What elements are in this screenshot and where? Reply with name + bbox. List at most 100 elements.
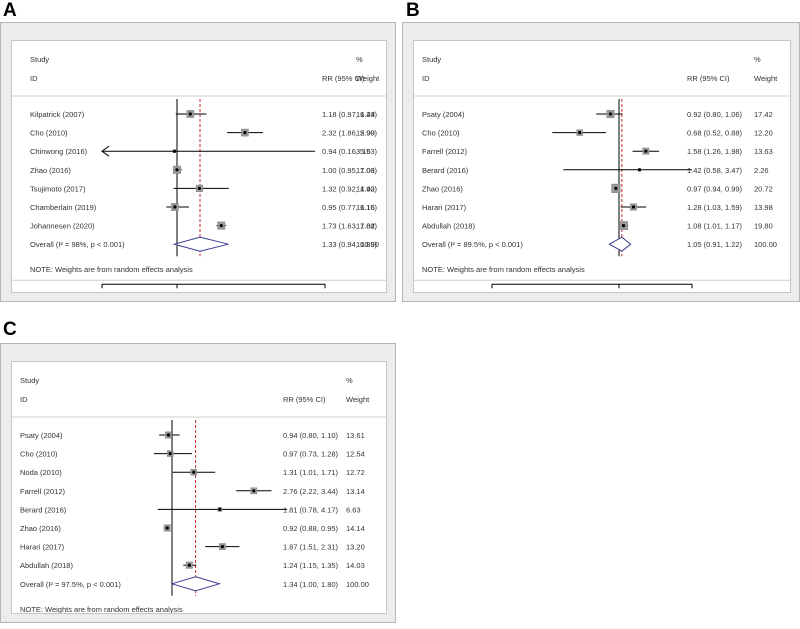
study-weight: 13.98 <box>754 203 773 212</box>
study-label: Tsujimoto (2017) <box>30 184 86 193</box>
study-weight: 13.14 <box>346 487 365 496</box>
note-text: NOTE: Weights are from random effects an… <box>422 265 585 274</box>
study-weight: 19.80 <box>754 222 773 231</box>
study-label: Zhao (2016) <box>20 524 61 533</box>
study-weight: 12.54 <box>346 450 365 459</box>
x-tick-label: 1 <box>175 291 179 292</box>
overall-ci: 1.33 (0.94, 1.89) <box>322 240 378 249</box>
study-ci: 1.87 (1.51, 2.31) <box>283 543 339 552</box>
study-ci: 1.00 (0.95, 1.06) <box>322 166 378 175</box>
x-tick-label: .16 <box>97 291 107 292</box>
point-estimate <box>243 131 247 135</box>
study-label: Berard (2016) <box>20 505 67 514</box>
study-ci: 0.92 (0.88, 0.95) <box>283 524 339 533</box>
forest-panel-b: Study ID RR (95% CI)% Weight Psaty (2004) 0.9… <box>402 22 800 302</box>
study-ci: 1.24 (1.15, 1.35) <box>283 561 339 570</box>
header-id: ID <box>422 74 430 83</box>
point-estimate <box>192 470 196 474</box>
study-ci: 0.94 (0.16, 5.53) <box>322 147 378 156</box>
study-label: Cho (2010) <box>20 450 58 459</box>
point-estimate <box>614 186 618 190</box>
study-weight: 17.03 <box>356 166 375 175</box>
study-ci: 1.31 (1.01, 1.71) <box>283 468 339 477</box>
forest-plot-a: Study ID RR (95% CI)% Weight Kilpatrick (200… <box>12 55 386 292</box>
x-tick-label: 3.47 <box>685 291 700 292</box>
overall-diamond <box>172 236 229 252</box>
study-ci: 1.81 (0.78, 4.17) <box>283 505 339 514</box>
study-weight: 13.63 <box>754 147 773 156</box>
overall-label: Overall (I² = 97.5%, p < 0.001) <box>20 580 121 589</box>
header-weight: Weight <box>754 74 778 83</box>
overall-label: Overall (I² = 98%, p < 0.001) <box>30 240 125 249</box>
header-percent: % <box>754 55 761 64</box>
point-estimate <box>608 112 613 116</box>
study-ci: 1.73 (1.63, 1.84) <box>322 222 378 231</box>
study-ci: 2.76 (2.22, 3.44) <box>283 487 339 496</box>
forest-panel-a: Study ID RR (95% CI)% Weight Kilpatrick (200… <box>0 22 396 302</box>
overall-ci: 1.05 (0.91, 1.22) <box>687 240 743 249</box>
study-label: Abdullah (2018) <box>20 561 73 570</box>
study-ci: 1.42 (0.58, 3.47) <box>687 166 743 175</box>
study-label: Chamberlain (2019) <box>30 203 97 212</box>
header-weight: Weight <box>356 74 380 83</box>
study-ci: 1.58 (1.26, 1.98) <box>687 147 743 156</box>
study-label: Abdullah (2018) <box>422 222 475 231</box>
point-estimate <box>168 452 172 456</box>
study-weight: 14.14 <box>346 524 365 533</box>
study-label: Harari (2017) <box>422 203 467 212</box>
study-ci: 0.94 (0.80, 1.10) <box>283 431 339 440</box>
study-label: Psaty (2004) <box>422 110 465 119</box>
panel-letter: C <box>3 319 17 340</box>
study-label: Psaty (2004) <box>20 431 63 440</box>
study-label: Cho (2010) <box>422 129 460 138</box>
header-study: Study <box>30 55 49 64</box>
study-ci: 0.95 (0.77, 1.16) <box>322 203 378 212</box>
point-estimate <box>578 131 582 135</box>
study-label: Zhao (2016) <box>422 184 463 193</box>
study-weight: 6.63 <box>346 505 361 514</box>
panel-letter: B <box>406 0 420 21</box>
study-label: Kilpatrick (2007) <box>30 110 85 119</box>
header-study: Study <box>20 376 39 385</box>
overall-diamond <box>608 236 632 252</box>
header-id: ID <box>30 74 38 83</box>
header-id: ID <box>20 395 28 404</box>
study-ci: 1.28 (1.03, 1.59) <box>687 203 743 212</box>
point-estimate <box>175 168 179 172</box>
study-label: Cho (2010) <box>30 129 68 138</box>
study-label: Farrell (2012) <box>20 487 66 496</box>
study-ci: 0.68 (0.52, 0.88) <box>687 129 743 138</box>
overall-label: Overall (I² = 89.5%, p < 0.001) <box>422 240 523 249</box>
point-estimate <box>165 526 169 530</box>
point-estimate <box>621 224 626 228</box>
x-tick-label: 1 <box>617 291 621 292</box>
forest-panel-c: Study ID RR (95% CI)% Weight Psaty (2004) 0.9… <box>0 343 396 623</box>
study-weight: 3.16 <box>356 147 371 156</box>
point-estimate <box>188 112 192 116</box>
header-percent: % <box>356 55 363 64</box>
study-weight: 12.20 <box>754 129 773 138</box>
study-label: Harari (2017) <box>20 543 65 552</box>
header-rr-ci: RR (95% CI) <box>687 74 730 83</box>
study-weight: 15.99 <box>356 129 375 138</box>
forest-plot-b: Study ID RR (95% CI)% Weight Psaty (2004) 0.9… <box>414 55 790 292</box>
point-estimate <box>173 205 177 209</box>
study-ci: 2.32 (1.86, 2.90) <box>322 129 378 138</box>
study-weight: 13.61 <box>346 431 365 440</box>
point-estimate <box>252 489 256 493</box>
study-weight: 20.72 <box>754 184 773 193</box>
point-estimate <box>631 205 636 209</box>
study-ci: 0.97 (0.94, 0.99) <box>687 184 743 193</box>
study-label: Chinwong (2016) <box>30 147 88 156</box>
study-label: Farrell (2012) <box>422 147 468 156</box>
header-study: Study <box>422 55 441 64</box>
point-estimate <box>220 545 225 549</box>
overall-weight: 100.00 <box>346 580 369 589</box>
study-weight: 13.20 <box>346 543 365 552</box>
overall-diamond <box>170 576 222 592</box>
header-weight: Weight <box>346 395 370 404</box>
point-estimate <box>197 186 202 190</box>
study-ci: 1.08 (1.01, 1.17) <box>687 222 743 231</box>
header-rr-ci: RR (95% CI) <box>322 74 365 83</box>
point-estimate <box>187 563 191 567</box>
